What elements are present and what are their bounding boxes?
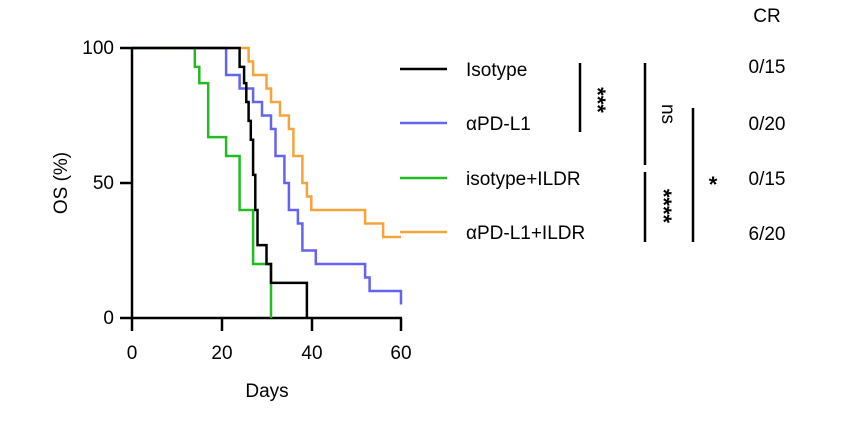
x-axis-title: Days [245,381,288,402]
curve-isotype-ildr [132,46,273,318]
cr-value-apdl1: 0/20 [749,114,786,135]
curve-pd-l1 [132,46,403,305]
sig-apdl1-combo: * [709,172,718,197]
legend-label-isotype: Isotype [466,60,527,81]
legend-label-isotype-ildr: isotype+ILDR [466,169,581,190]
x-axis: 0 20 40 60 Days [127,316,412,402]
x-tick-label-40: 40 [301,343,322,364]
curves-group [132,46,403,318]
y-axis-title: OS (%) [51,152,72,214]
cr-column: CR 0/15 0/20 0/15 6/20 [749,6,786,245]
cr-value-isotype: 0/15 [749,57,786,78]
legend-label-apdl1: αPD-L1 [466,114,531,135]
y-tick-label-0: 0 [103,308,114,329]
curve-isotype [132,46,309,318]
y-axis: 100 50 0 OS (%) [51,38,134,329]
y-tick-label-50: 50 [93,173,114,194]
legend: Isotype αPD-L1 isotype+ILDR αPD-L1+ILDR [400,60,585,244]
sig-ildr-combo: **** [651,189,676,224]
x-tick-label-60: 60 [390,343,411,364]
cr-value-apdl1-ildr: 6/20 [749,224,786,245]
sig-isotype-apdl1: *** [585,87,610,113]
sig-isotype-combo: ns [657,104,678,124]
y-tick-label-100: 100 [82,38,114,59]
x-tick-label-0: 0 [127,343,138,364]
significance-annotations: *** ns **** * [578,63,718,242]
curve-pd-l1-ildr [132,46,401,239]
cr-value-isotype-ildr: 0/15 [749,169,786,190]
cr-header: CR [753,6,780,27]
legend-label-apdl1-ildr: αPD-L1+ILDR [466,223,585,244]
x-tick-label-20: 20 [211,343,232,364]
